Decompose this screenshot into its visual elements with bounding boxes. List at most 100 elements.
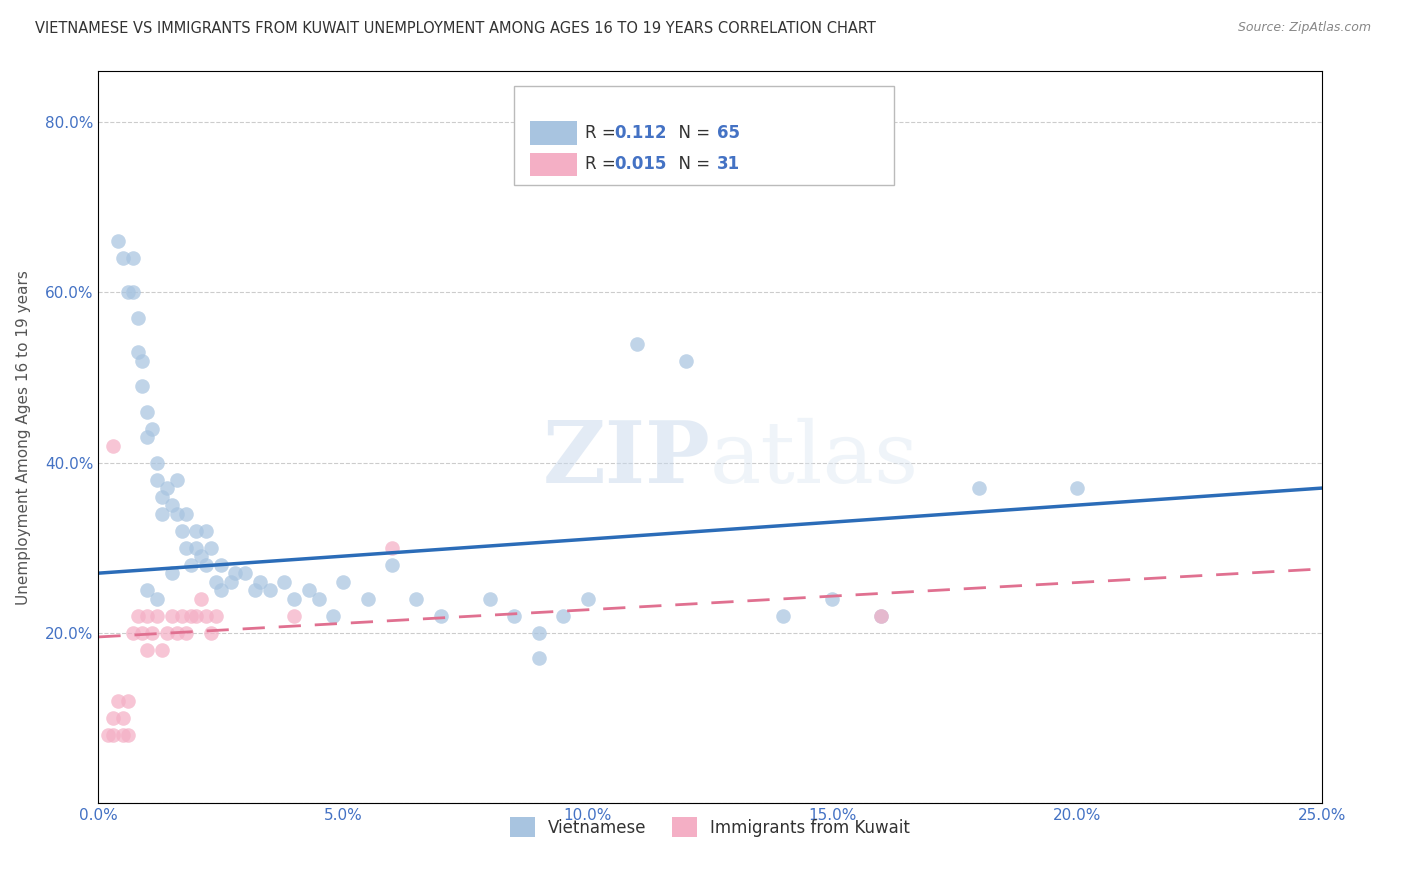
Point [186,541,208,555]
Point [111,728,134,742]
Point [176,541,198,555]
Point [405,591,427,606]
Point [127,608,149,623]
FancyBboxPatch shape [530,121,576,145]
Point [117,694,139,708]
Point [101,711,124,725]
Point [190,591,212,606]
Point [186,608,208,623]
Point [298,583,321,598]
Point [170,608,193,623]
Point [117,285,139,300]
Point [356,591,378,606]
Point [101,439,124,453]
Point [107,694,129,708]
Text: N =: N = [668,155,716,173]
Point [430,608,453,623]
Point [626,336,648,351]
Point [136,430,159,444]
Point [121,285,143,300]
Point [180,608,202,623]
Point [205,574,228,589]
Point [322,608,344,623]
Point [146,456,169,470]
Text: 65: 65 [717,124,741,142]
Point [209,583,232,598]
Point [219,574,242,589]
Point [1066,481,1088,495]
Point [136,583,159,598]
Point [117,728,139,742]
Point [527,625,550,640]
Text: VIETNAMESE VS IMMIGRANTS FROM KUWAIT UNEMPLOYMENT AMONG AGES 16 TO 19 YEARS CORR: VIETNAMESE VS IMMIGRANTS FROM KUWAIT UNE… [35,21,876,36]
Point [205,608,228,623]
Point [136,404,159,418]
Point [243,583,266,598]
Point [131,353,153,368]
Point [136,642,159,657]
Point [150,642,173,657]
Text: R =: R = [585,155,621,173]
Point [233,566,256,581]
Point [160,498,183,512]
Y-axis label: Unemployment Among Ages 16 to 19 years: Unemployment Among Ages 16 to 19 years [17,269,31,605]
Point [160,566,183,581]
Point [186,524,208,538]
Point [200,625,222,640]
Point [166,473,188,487]
Point [146,591,169,606]
Point [821,591,844,606]
FancyBboxPatch shape [515,86,894,185]
Point [381,541,404,555]
Text: 0.112: 0.112 [614,124,666,142]
Point [308,591,330,606]
Point [127,311,149,326]
Point [146,473,169,487]
Text: 0.015: 0.015 [614,155,666,173]
FancyBboxPatch shape [530,153,576,176]
Point [273,574,295,589]
Point [101,728,124,742]
Text: R =: R = [585,124,621,142]
Point [675,353,697,368]
Point [195,524,218,538]
Legend: Vietnamese, Immigrants from Kuwait: Vietnamese, Immigrants from Kuwait [502,809,918,846]
Point [224,566,246,581]
Point [176,625,198,640]
Point [209,558,232,572]
Point [503,608,526,623]
Point [170,524,193,538]
Point [332,574,354,589]
Point [166,625,188,640]
Point [150,490,173,504]
Point [136,608,159,623]
Point [146,608,169,623]
Text: N =: N = [668,124,716,142]
Point [195,608,218,623]
Point [190,549,212,563]
Point [200,541,222,555]
Point [180,558,202,572]
Point [527,651,550,665]
Point [870,608,893,623]
Point [576,591,599,606]
Point [131,625,153,640]
Point [121,252,143,266]
Point [160,608,183,623]
Point [131,379,153,393]
Point [111,252,134,266]
Point [478,591,501,606]
Point [870,608,893,623]
Point [249,574,271,589]
Text: Source: ZipAtlas.com: Source: ZipAtlas.com [1237,21,1371,34]
Point [127,345,149,359]
Point [141,421,163,435]
Text: atlas: atlas [710,417,920,500]
Point [283,608,305,623]
Text: 31: 31 [717,155,741,173]
Point [150,507,173,521]
Point [967,481,990,495]
Point [283,591,305,606]
Point [195,558,218,572]
Point [176,507,198,521]
